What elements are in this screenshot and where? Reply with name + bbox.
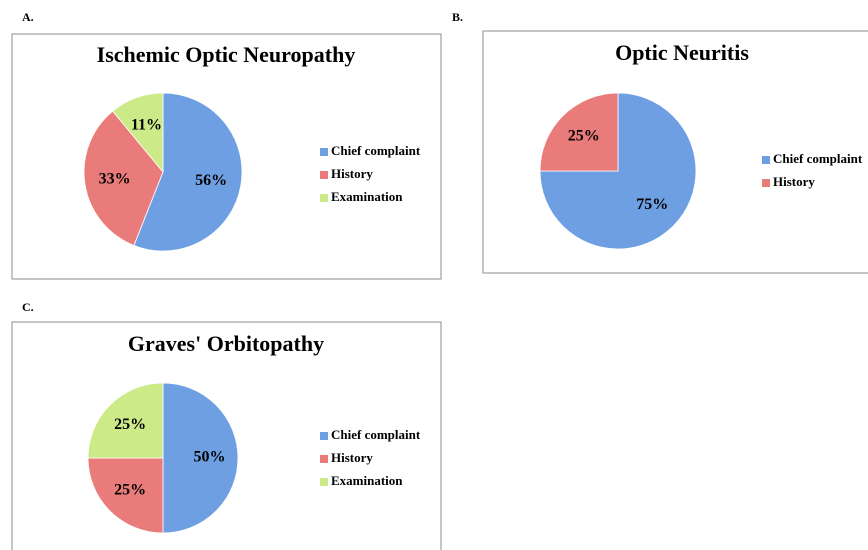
panel-label: B. (452, 10, 463, 24)
legend-swatch (320, 194, 328, 202)
legend-swatch (320, 171, 328, 179)
panel-label: C. (22, 300, 34, 314)
data-label: 25% (114, 482, 146, 499)
legend-label: History (773, 174, 815, 189)
legend-swatch (320, 148, 328, 156)
pie-slice (87, 457, 164, 534)
legend-swatch (320, 478, 328, 486)
legend-label: Chief complaint (331, 427, 421, 442)
legend-swatch (320, 455, 328, 463)
chart-title: Optic Neuritis (615, 40, 749, 65)
legend-label: History (331, 450, 373, 465)
legend-label: Examination (331, 473, 403, 488)
data-label: 25% (568, 127, 600, 144)
pie-slice (112, 92, 164, 174)
legend-label: Chief complaint (331, 143, 421, 158)
legend-label: Examination (331, 189, 403, 204)
data-label: 11% (131, 117, 162, 134)
pie-slice (133, 92, 243, 252)
chart-title: Ischemic Optic Neuropathy (97, 42, 356, 67)
data-label: 75% (636, 196, 668, 213)
data-label: 33% (99, 170, 131, 187)
pie-slice (87, 382, 164, 459)
pie-slice (162, 382, 239, 534)
data-label: 56% (195, 172, 227, 189)
panel-label: A. (22, 10, 34, 24)
pie-slice (539, 92, 619, 172)
legend-swatch (762, 156, 770, 164)
legend-label: History (331, 166, 373, 181)
chart-title: Graves' Orbitopathy (128, 331, 324, 356)
data-label: 25% (114, 416, 146, 433)
legend-swatch (762, 179, 770, 187)
pie-slice (83, 110, 164, 246)
legend-swatch (320, 432, 328, 440)
pie-slice (539, 92, 697, 250)
legend-label: Chief complaint (773, 151, 863, 166)
data-label: 50% (194, 449, 226, 466)
